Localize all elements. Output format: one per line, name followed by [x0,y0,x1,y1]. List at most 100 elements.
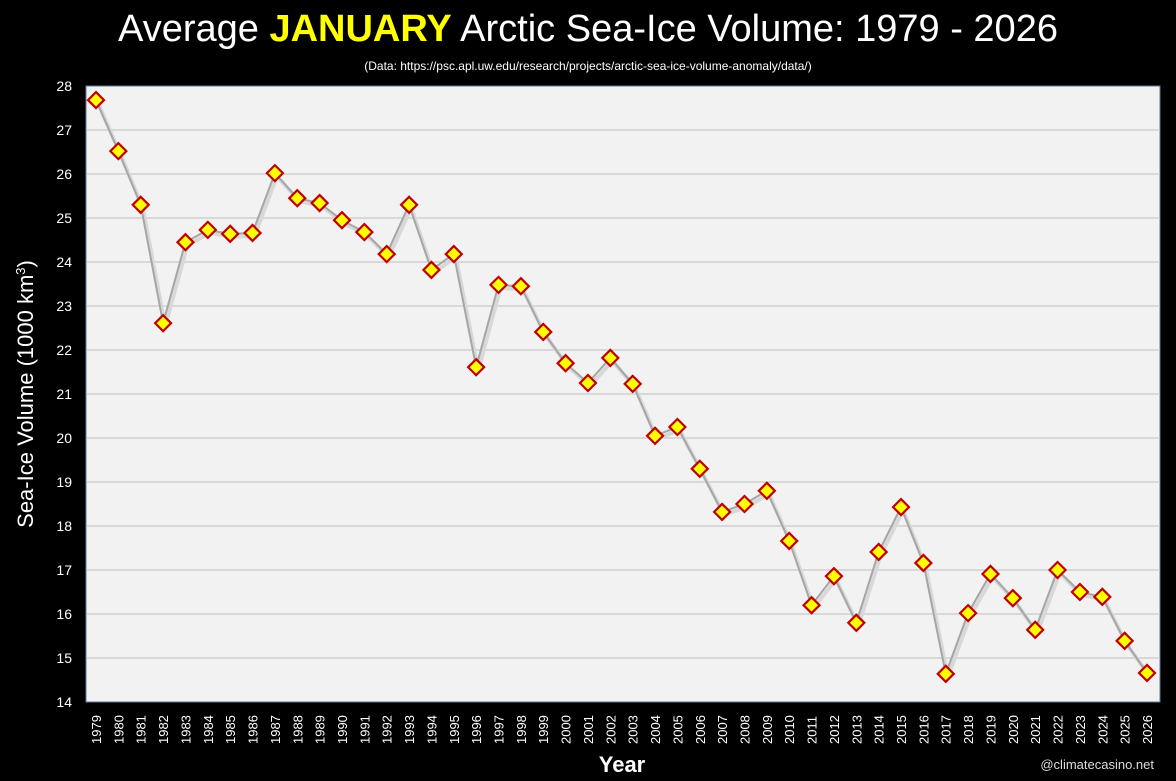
x-axis-label: Year [598,752,646,777]
y-tick-label: 20 [56,430,72,446]
data-point [1137,663,1157,683]
data-point [779,531,799,551]
y-tick-label: 23 [56,298,72,314]
x-tick-label: 2007 [715,715,730,744]
x-tick-label: 2016 [916,715,931,744]
x-tick-label: 2013 [849,715,864,744]
data-point [734,494,755,514]
data-point [265,163,285,183]
title-highlight: JANUARY [269,8,452,50]
x-tick-label: 2026 [1140,715,1155,744]
data-point [712,502,732,522]
data-point [444,244,464,264]
y-tick-label: 28 [56,78,72,94]
data-point [108,141,128,161]
x-tick-label: 2004 [648,715,663,744]
y-tick-label: 24 [56,254,72,270]
data-point [936,664,956,684]
data-point [1092,587,1112,607]
data-point [399,195,419,215]
x-tick-label: 1992 [380,715,395,744]
data-point [802,595,822,615]
x-tick-label: 1986 [246,715,261,744]
data-point [287,188,307,208]
data-point [623,374,643,394]
x-tick-label: 2002 [603,715,618,744]
x-tick-label: 2012 [827,715,842,744]
data-point [86,90,106,110]
y-tick-label: 15 [56,650,72,666]
x-tick-label: 2021 [1028,715,1043,744]
data-point [980,564,1001,584]
x-tick-label: 1990 [335,715,350,744]
data-point [1025,620,1045,640]
data-point [869,542,889,562]
y-tick-label: 27 [56,122,72,138]
data-point [153,313,173,333]
x-tick-label: 2023 [1073,715,1088,744]
data-point [1070,582,1090,602]
x-tick-label: 2018 [961,715,976,744]
x-tick-label: 1998 [514,715,529,744]
data-point [332,210,352,230]
data-point [131,195,151,215]
x-tick-label: 1980 [111,715,126,744]
data-point [1047,560,1068,580]
y-tick-label: 17 [56,562,72,578]
series-line [95,99,1148,678]
data-point [533,322,553,342]
data-point [600,348,620,368]
x-tick-label: 2020 [1006,715,1021,744]
data-point [1115,631,1135,651]
x-tick-label: 1994 [424,715,439,744]
data-point [1003,588,1023,608]
chart-title: Average JANUARY Arctic Sea-Ice Volume: 1… [0,8,1176,51]
data-point [824,566,844,586]
y-tick-label: 14 [56,694,72,710]
data-point [220,224,240,244]
data-point [421,260,441,280]
data-point [913,553,933,573]
x-tick-label: 2006 [693,715,708,744]
x-tick-label: 1979 [89,715,104,744]
data-point [556,353,576,373]
y-tick-label: 25 [56,210,72,226]
data-point [488,275,509,295]
x-tick-label: 2008 [737,715,752,744]
x-tick-label: 1988 [290,715,305,744]
x-tick-label: 1985 [223,715,238,744]
data-point [175,232,196,252]
x-tick-label: 2011 [805,716,820,744]
data-point [377,244,397,264]
y-tick-label: 18 [56,518,72,534]
data-point [690,459,710,479]
data-point [242,223,263,243]
data-point [578,373,598,393]
x-tick-label: 2019 [983,715,998,744]
x-tick-label: 1987 [268,715,283,744]
data-point [466,357,486,377]
y-tick-label: 22 [56,342,72,358]
data-point [198,220,218,240]
y-tick-label: 26 [56,166,72,182]
x-tick-label: 2025 [1118,715,1133,744]
x-tick-label: 1989 [313,715,328,744]
x-tick-label: 2000 [559,715,574,744]
data-point [757,481,777,501]
credit: @climatecasino.net [1040,757,1154,772]
x-tick-label: 1995 [447,715,462,744]
x-tick-label: 2010 [782,715,797,744]
data-point [667,417,687,437]
y-tick-label: 16 [56,606,72,622]
x-tick-label: 1999 [536,715,551,744]
x-tick-label: 2001 [581,715,596,744]
x-tick-label: 2014 [872,715,887,744]
y-tick-label: 21 [56,386,72,402]
data-point [310,193,330,213]
x-tick-label: 1993 [402,715,417,744]
x-tick-label: 1981 [134,715,149,744]
data-point [645,426,665,446]
x-tick-label: 2009 [760,715,775,744]
data-point [958,603,978,623]
